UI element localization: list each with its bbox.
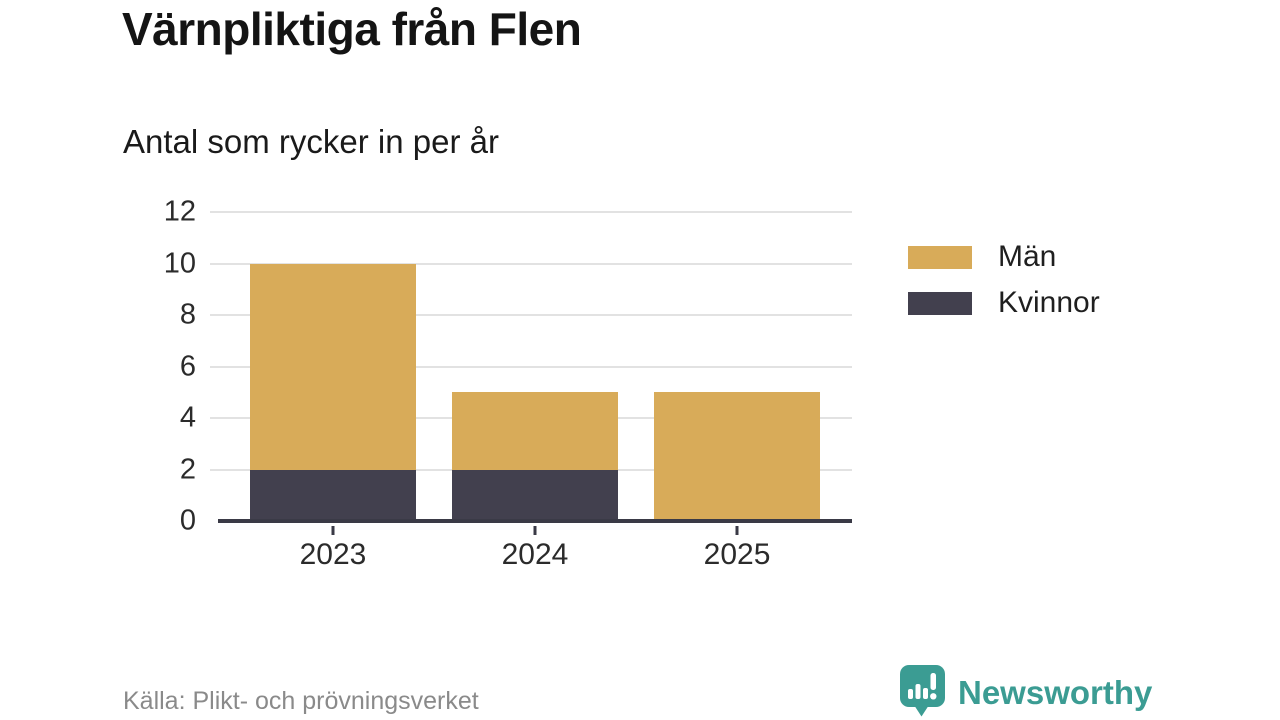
chart-title: Värnpliktiga från Flen bbox=[122, 3, 582, 55]
y-tick-label: 10 bbox=[163, 247, 196, 279]
legend-item-kvinnor: Kvinnor bbox=[908, 286, 1100, 319]
bar-segment-kvinnor-2023 bbox=[249, 469, 416, 521]
legend: Män Kvinnor bbox=[908, 240, 1100, 337]
legend-swatch-man bbox=[908, 245, 972, 269]
newsworthy-icon bbox=[898, 663, 947, 720]
bar-segment-män-2025 bbox=[653, 392, 821, 521]
bar-segment-män-2023 bbox=[249, 263, 416, 470]
legend-label-kvinnor: Kvinnor bbox=[998, 286, 1100, 319]
y-tick-label: 6 bbox=[179, 350, 196, 382]
y-tick-label: 8 bbox=[179, 298, 196, 331]
brand-name: Newsworthy bbox=[958, 673, 1153, 711]
x-axis-line bbox=[218, 519, 852, 523]
brand-logo: Newsworthy bbox=[898, 663, 1152, 720]
gridline-y-6 bbox=[210, 365, 852, 368]
chart-subtitle: Antal som rycker in per år bbox=[123, 123, 499, 160]
x-tick-label: 2024 bbox=[501, 538, 569, 571]
legend-item-man: Män bbox=[908, 240, 1100, 273]
legend-label-man: Män bbox=[998, 240, 1057, 273]
plot-area bbox=[210, 211, 852, 535]
y-tick-label: 0 bbox=[179, 504, 196, 537]
y-tick-label: 4 bbox=[179, 401, 196, 434]
x-tick-2024 bbox=[533, 526, 537, 535]
gridline-y-10 bbox=[210, 262, 852, 265]
gridline-y-8 bbox=[210, 314, 852, 316]
legend-swatch-kvinnor bbox=[908, 291, 972, 315]
x-tick-label: 2023 bbox=[299, 538, 367, 571]
x-tick-label: 2025 bbox=[703, 538, 771, 571]
bar-segment-män-2024 bbox=[451, 392, 619, 470]
x-tick-2025 bbox=[735, 526, 739, 535]
x-tick-2023 bbox=[331, 526, 335, 535]
y-axis-labels: 0 2 4 6 8 10 12 bbox=[0, 197, 196, 535]
y-tick-label: 12 bbox=[163, 195, 196, 228]
gridline-y-12 bbox=[210, 211, 852, 213]
source-note: Källa: Plikt- och prövningsverket bbox=[123, 687, 479, 715]
x-axis-labels: 2023 2024 2025 bbox=[218, 540, 852, 580]
bar-segment-kvinnor-2024 bbox=[451, 469, 619, 521]
y-tick-label: 2 bbox=[179, 453, 196, 485]
